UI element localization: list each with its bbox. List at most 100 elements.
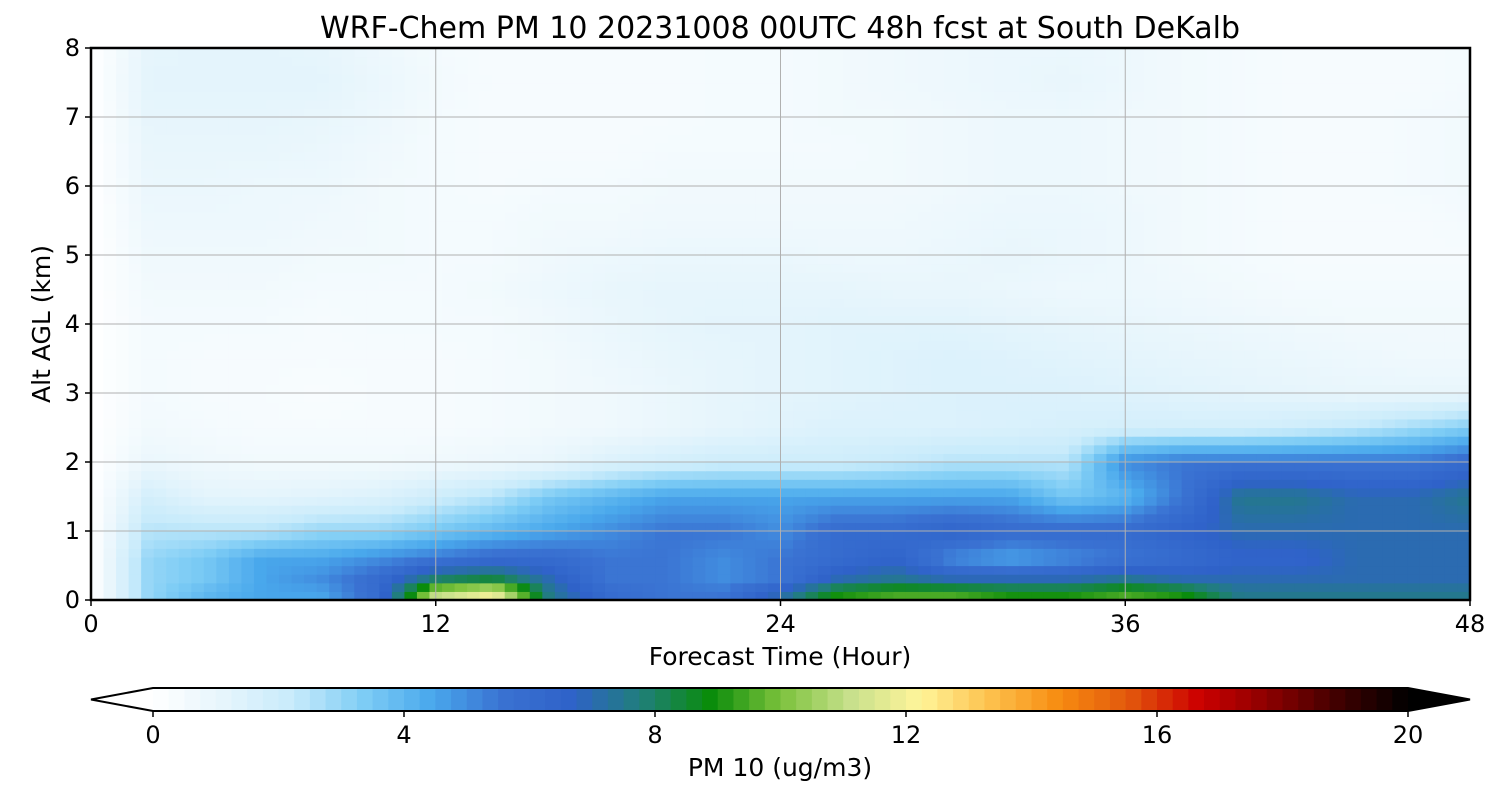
heatmap-cell — [818, 384, 832, 394]
heatmap-cell — [930, 479, 945, 489]
heatmap-cell — [567, 280, 581, 291]
heatmap-cell — [1369, 367, 1383, 377]
heatmap-cell — [366, 470, 380, 480]
heatmap-cell — [1169, 548, 1183, 558]
heatmap-cell — [868, 522, 882, 532]
heatmap-cell — [1394, 453, 1408, 463]
heatmap-cell — [479, 462, 493, 472]
heatmap-cell — [830, 211, 844, 222]
heatmap-cell — [893, 229, 907, 239]
heatmap-cell — [404, 246, 418, 256]
heatmap-cell — [1056, 582, 1070, 592]
heatmap-cell — [655, 211, 669, 222]
heatmap-cell — [705, 298, 719, 308]
heatmap-cell — [843, 306, 857, 316]
heatmap-cell — [567, 462, 581, 472]
heatmap-cell — [918, 246, 932, 256]
heatmap-cell — [454, 418, 468, 429]
heatmap-cell — [1106, 470, 1120, 480]
heatmap-cell — [253, 462, 268, 472]
heatmap-cell — [103, 574, 117, 584]
heatmap-cell — [1269, 479, 1283, 489]
heatmap-cell — [416, 548, 431, 558]
heatmap-cell — [1231, 470, 1245, 480]
heatmap-cell — [279, 539, 293, 549]
heatmap-cell — [1407, 298, 1421, 308]
heatmap-cell — [1269, 427, 1283, 437]
heatmap-cell — [579, 375, 594, 385]
heatmap-cell — [705, 272, 719, 282]
heatmap-cell — [880, 306, 894, 316]
heatmap-cell — [1144, 513, 1158, 523]
heatmap-cell — [1056, 384, 1070, 394]
heatmap-cell — [404, 453, 418, 463]
heatmap-cell — [1156, 324, 1170, 334]
heatmap-cell — [705, 436, 719, 446]
heatmap-cell — [1319, 220, 1333, 230]
heatmap-cell — [755, 591, 769, 601]
heatmap-cell — [956, 565, 970, 575]
heatmap-cell — [442, 548, 456, 558]
heatmap-cell — [216, 349, 230, 360]
heatmap-cell — [178, 203, 192, 213]
heatmap-cell — [1369, 393, 1383, 403]
heatmap-cell — [1344, 462, 1358, 472]
heatmap-cell — [567, 401, 581, 411]
heatmap-cell — [166, 565, 180, 575]
heatmap-cell — [454, 289, 468, 299]
heatmap-cell — [504, 582, 518, 592]
heatmap-cell — [1169, 539, 1183, 549]
heatmap-cell — [404, 367, 418, 377]
heatmap-cell — [805, 341, 819, 351]
heatmap-cell — [567, 427, 581, 437]
heatmap-cell — [1444, 539, 1459, 549]
heatmap-cell — [1281, 237, 1296, 247]
heatmap-cell — [943, 582, 957, 592]
heatmap-cell — [1369, 539, 1383, 549]
heatmap-cell — [1206, 393, 1220, 403]
heatmap-cell — [416, 418, 431, 429]
heatmap-cell — [266, 539, 280, 549]
heatmap-cell — [630, 418, 644, 429]
heatmap-cell — [329, 306, 343, 316]
heatmap-cell — [191, 582, 205, 592]
heatmap-cell — [1256, 298, 1271, 308]
heatmap-cell — [128, 531, 142, 541]
heatmap-cell — [918, 211, 932, 222]
heatmap-cell — [1206, 237, 1220, 247]
heatmap-cell — [579, 410, 594, 420]
heatmap-cell — [1307, 324, 1321, 334]
heatmap-cell — [680, 393, 694, 403]
heatmap-cell — [818, 591, 832, 601]
heatmap-cell — [767, 324, 782, 334]
heatmap-cell — [178, 453, 192, 463]
heatmap-cell — [1407, 444, 1421, 454]
heatmap-cell — [253, 453, 268, 463]
heatmap-cell — [279, 444, 293, 454]
heatmap-cell — [442, 539, 456, 549]
heatmap-cell — [492, 324, 506, 334]
heatmap-cell — [893, 384, 907, 394]
heatmap-cell — [1068, 306, 1082, 316]
heatmap-cell — [930, 220, 945, 230]
heatmap-cell — [993, 436, 1007, 446]
heatmap-cell — [730, 341, 744, 351]
heatmap-cell — [1319, 539, 1333, 549]
heatmap-cell — [642, 246, 656, 256]
heatmap-cell — [1194, 487, 1208, 498]
heatmap-cell — [1219, 306, 1233, 316]
heatmap-cell — [968, 255, 982, 265]
heatmap-cell — [1256, 418, 1271, 429]
heatmap-cell — [680, 410, 694, 420]
heatmap-cell — [103, 470, 117, 480]
heatmap-cell — [1219, 539, 1233, 549]
heatmap-cell — [492, 427, 506, 437]
heatmap-cell — [579, 367, 594, 377]
heatmap-cell — [116, 367, 130, 377]
heatmap-cell — [128, 556, 142, 567]
heatmap-cell — [1269, 246, 1283, 256]
heatmap-cell — [818, 565, 832, 575]
heatmap-cell — [366, 539, 380, 549]
heatmap-cell — [780, 470, 794, 480]
heatmap-cell — [780, 582, 794, 592]
